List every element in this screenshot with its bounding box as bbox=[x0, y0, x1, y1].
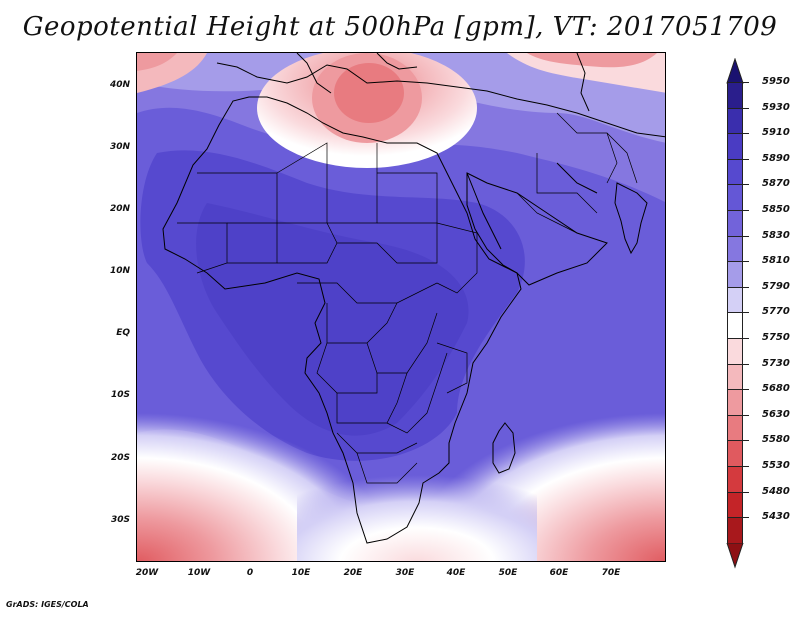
colorbar-level-label: 5830 bbox=[762, 229, 790, 241]
europe-coast bbox=[216, 62, 665, 138]
caspian-coast bbox=[576, 53, 590, 112]
lat-label-30s: 30S bbox=[110, 515, 130, 525]
colorbar-level-label: 5810 bbox=[762, 255, 790, 267]
country-borders bbox=[177, 112, 638, 484]
lat-label-10n: 10N bbox=[109, 266, 130, 276]
colorbar-tick bbox=[743, 414, 749, 416]
colorbar-swatch bbox=[727, 82, 743, 109]
arabia-coast bbox=[466, 172, 608, 286]
colorbar-tick bbox=[743, 107, 749, 109]
colorbar-swatch bbox=[727, 158, 743, 186]
colorbar-tick bbox=[743, 158, 749, 160]
colorbar-level-label: 5680 bbox=[762, 383, 790, 395]
colorbar-swatch bbox=[727, 440, 743, 467]
colorbar-tick bbox=[743, 338, 749, 339]
india-coast bbox=[614, 182, 648, 255]
lon-label-60e: 60E bbox=[549, 568, 569, 578]
lon-label-40e: 40E bbox=[446, 568, 466, 578]
colorbar-swatch bbox=[727, 389, 743, 416]
colorbar-swatch bbox=[727, 184, 743, 211]
colorbar-swatch bbox=[727, 466, 743, 493]
colorbar-level-label: 5430 bbox=[762, 511, 790, 523]
lon-label-10e: 10E bbox=[291, 568, 311, 578]
colorbar-tick bbox=[743, 286, 749, 288]
colorbar-tick bbox=[743, 312, 749, 314]
colorbar-swatch bbox=[727, 414, 743, 442]
lon-label-20e: 20E bbox=[343, 568, 363, 578]
footer-credit: GrADS: IGES/COLA bbox=[6, 600, 89, 609]
lat-label-10s: 10S bbox=[110, 390, 130, 400]
colorbar-swatch bbox=[727, 517, 743, 544]
colorbar-level-label: 5850 bbox=[762, 204, 790, 215]
colorbar-level-label: 5750 bbox=[762, 332, 790, 343]
colorbar-swatch bbox=[727, 210, 743, 237]
colorbar-tick bbox=[743, 389, 749, 391]
colorbar-level-label: 5930 bbox=[762, 101, 790, 113]
colorbar-tick bbox=[743, 235, 749, 237]
colorbar-swatch bbox=[727, 235, 743, 263]
field-north-band-2 bbox=[137, 53, 665, 143]
colorbar-tick bbox=[743, 517, 749, 519]
colorbar-level-label: 5530 bbox=[762, 460, 790, 471]
lon-label-0: 0 bbox=[246, 568, 254, 578]
madagascar-coast bbox=[492, 422, 516, 474]
geopotential-map bbox=[137, 53, 665, 561]
colorbar-tick bbox=[743, 133, 749, 135]
colorbar-tick bbox=[743, 210, 749, 211]
red-sea-coast bbox=[466, 172, 502, 250]
lon-label-50e: 50E bbox=[498, 568, 518, 578]
lon-label-20w: 20W bbox=[135, 568, 159, 578]
colorbar-swatch bbox=[727, 286, 743, 314]
map-panel bbox=[136, 52, 666, 562]
colorbar-tick bbox=[743, 184, 749, 186]
color-legend: 5950 5930 5910 5890 5870 5850 5830 5810 5790 5770… bbox=[718, 58, 790, 569]
colorbar-swatch bbox=[727, 491, 743, 519]
africa-coast bbox=[162, 96, 522, 544]
colorbar-level-label: 5790 bbox=[762, 280, 790, 292]
colorbar-swatch bbox=[727, 363, 743, 391]
colorbar-swatch bbox=[727, 107, 743, 135]
colorbar-tick bbox=[743, 82, 749, 83]
lat-label-30n: 30N bbox=[109, 142, 130, 152]
colorbar-tick bbox=[743, 363, 749, 365]
lat-label-20s: 20S bbox=[110, 453, 130, 463]
lon-label-30e: 30E bbox=[395, 568, 415, 578]
lat-label-20n: 20N bbox=[109, 204, 130, 214]
lat-label-eq: EQ bbox=[116, 328, 130, 338]
lon-label-10w: 10W bbox=[187, 568, 211, 578]
colorbar-level-label: 5480 bbox=[762, 485, 790, 497]
colorbar-level-label: 5910 bbox=[762, 127, 790, 139]
colorbar-bottom-arrow bbox=[726, 542, 744, 569]
coastlines bbox=[162, 53, 665, 544]
colorbar-top-arrow bbox=[726, 58, 744, 84]
colorbar-level-label: 5950 bbox=[762, 76, 790, 87]
colorbar-level-label: 5770 bbox=[762, 306, 790, 318]
colorbar-level-label: 5890 bbox=[762, 152, 790, 164]
map-title: Geopotential Height at 500hPa [gpm], VT:… bbox=[22, 12, 778, 42]
colorbar-swatch bbox=[727, 312, 743, 339]
lat-label-40n: 40N bbox=[109, 80, 130, 90]
colorbar-swatch bbox=[727, 338, 743, 365]
colorbar-level-label: 5870 bbox=[762, 178, 790, 190]
colorbar-level-label: 5630 bbox=[762, 408, 790, 420]
colorbar-level-label: 5730 bbox=[762, 357, 790, 369]
colorbar-tick bbox=[743, 440, 749, 442]
colorbar-swatch bbox=[727, 261, 743, 288]
colorbar-tick bbox=[743, 261, 749, 263]
colorbar-tick bbox=[743, 466, 749, 467]
lon-label-70e: 70E bbox=[601, 568, 621, 578]
colorbar-swatch bbox=[727, 133, 743, 160]
colorbar-tick bbox=[743, 491, 749, 493]
colorbar-level-label: 5580 bbox=[762, 434, 790, 446]
